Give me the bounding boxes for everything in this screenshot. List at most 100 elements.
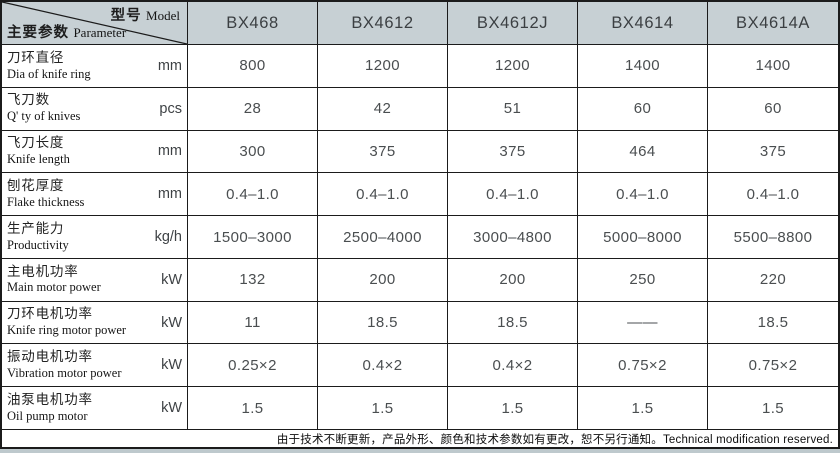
- value-cell: 464: [578, 130, 708, 173]
- value-cell: 0.4–1.0: [578, 173, 708, 216]
- value-cell: 1.5: [448, 387, 578, 430]
- value-cell: 300: [188, 130, 318, 173]
- model-header-bx468: BX468: [188, 2, 318, 44]
- model-header-bx4612j: BX4612J: [448, 2, 578, 44]
- corner-parameter-cn: 主要参数: [7, 25, 69, 41]
- table-row-productivity: 生产能力 Productivity kg/h 1500–3000 2500–40…: [2, 216, 838, 259]
- value-cell: 1.5: [318, 387, 448, 430]
- value-cell: 1400: [578, 45, 708, 87]
- parameter-cell: 油泵电机功率 Oil pump motor kW: [2, 387, 188, 430]
- value-cell: 18.5: [757, 314, 789, 332]
- value-cell: 1.5: [188, 387, 318, 430]
- parameter-label: 刀环电机功率 Knife ring motor power: [7, 306, 127, 338]
- table-header-row: 型号 Model 主要参数 Parameter BX468 BX4612 BX4…: [2, 2, 838, 45]
- value-cell: ——: [578, 301, 708, 344]
- value-cell: 1200: [448, 45, 578, 87]
- value-cell: 0.4×2: [318, 344, 448, 387]
- parameter-cell: 飞刀长度 Knife length mm: [2, 130, 188, 173]
- parameter-label: 飞刀数 Q' ty of knives: [7, 92, 81, 124]
- value-cell: 200: [318, 258, 448, 301]
- diagonal-divider-line: [2, 2, 187, 44]
- model-header-bx4614: BX4614: [578, 2, 708, 44]
- value-cell: 1200: [318, 45, 448, 87]
- parameter-label: 主电机功率 Main motor power: [7, 263, 101, 295]
- value-cell: 1.5: [578, 387, 708, 430]
- corner-header-cell: 型号 Model 主要参数 Parameter: [2, 2, 188, 44]
- value-cell: 11: [188, 301, 318, 344]
- value-cell: 0.4–1.0: [188, 173, 318, 216]
- unit-label: kW: [161, 357, 182, 374]
- value-cell: 1400: [755, 57, 791, 75]
- table-row-oil-pump-motor: 油泵电机功率 Oil pump motor kW 1.5 1.5 1.5 1.5…: [2, 387, 838, 431]
- value-cell: 0.4×2: [448, 344, 578, 387]
- table-row-dia-of-knife-ring: 刀环直径 Dia of knife ring mm 800 1200 1200 …: [2, 45, 838, 88]
- value-cell: 18.5: [318, 301, 448, 344]
- value-cell: 375: [448, 130, 578, 173]
- table-row-knife-ring-motor-power: 刀环电机功率 Knife ring motor power kW 11 18.5…: [2, 301, 838, 345]
- parameter-label: 刀环直径 Dia of knife ring: [7, 49, 91, 81]
- unit-label: mm: [157, 57, 182, 74]
- corner-model-label: 型号 Model: [111, 4, 180, 25]
- model-header-bx4614a: BX4614A: [736, 13, 810, 32]
- table-row-knife-length: 飞刀长度 Knife length mm 300 375 375 464 375: [2, 130, 838, 174]
- model-header-bx4612: BX4612: [318, 2, 448, 44]
- value-cell: 60: [764, 100, 782, 118]
- table-row-main-motor-power: 主电机功率 Main motor power kW 132 200 200 25…: [2, 258, 838, 302]
- value-cell: 42: [318, 87, 448, 130]
- parameter-cell: 主电机功率 Main motor power kW: [2, 258, 188, 301]
- table-row-vibration-motor-power: 振动电机功率 Vibration motor power kW 0.25×2 0…: [2, 344, 838, 388]
- parameter-label: 生产能力 Productivity: [7, 220, 69, 252]
- parameter-label: 油泵电机功率 Oil pump motor: [7, 391, 93, 423]
- value-cell: 28: [188, 87, 318, 130]
- parameter-cell: 飞刀数 Q' ty of knives pcs: [2, 87, 188, 130]
- unit-label: kW: [161, 271, 182, 288]
- unit-label: mm: [157, 143, 182, 160]
- value-cell: 18.5: [448, 301, 578, 344]
- unit-label: mm: [157, 186, 182, 203]
- value-cell: 0.25×2: [188, 344, 318, 387]
- value-cell: 220: [759, 271, 787, 289]
- value-cell: 250: [578, 258, 708, 301]
- value-cell: 200: [448, 258, 578, 301]
- parameter-cell: 刀环直径 Dia of knife ring mm: [2, 45, 188, 87]
- footer-note-row: 由于技术不断更新，产品外形、颜色和技术参数如有更改，恕不另行通知。Technic…: [2, 430, 838, 448]
- unit-label: kW: [161, 314, 182, 331]
- value-cell: 0.4–1.0: [318, 173, 448, 216]
- value-cell: 0.75×2: [578, 344, 708, 387]
- corner-parameter-en: Parameter: [73, 25, 127, 40]
- value-cell: 132: [188, 258, 318, 301]
- value-cell: 51: [448, 87, 578, 130]
- table-row-flake-thickness: 刨花厚度 Flake thickness mm 0.4–1.0 0.4–1.0 …: [2, 173, 838, 217]
- parameter-cell: 振动电机功率 Vibration motor power kW: [2, 344, 188, 387]
- table-row-qty-of-knives: 飞刀数 Q' ty of knives pcs 28 42 51 60 60: [2, 87, 838, 131]
- parameter-label: 振动电机功率 Vibration motor power: [7, 349, 122, 380]
- value-cell: 60: [578, 87, 708, 130]
- unit-label: kg/h: [154, 229, 182, 246]
- value-cell: 0.4–1.0: [746, 185, 800, 203]
- value-cell: 0.75×2: [748, 356, 798, 374]
- value-cell: 800: [188, 45, 318, 87]
- value-cell: 375: [759, 142, 787, 160]
- footer-note: 由于技术不断更新，产品外形、颜色和技术参数如有更改，恕不另行通知。Technic…: [276, 433, 833, 446]
- value-cell: 5500–8800: [733, 228, 813, 246]
- corner-parameter-label: 主要参数 Parameter: [7, 21, 126, 42]
- parameter-cell: 刨花厚度 Flake thickness mm: [2, 173, 188, 216]
- value-cell: 1500–3000: [188, 216, 318, 258]
- value-cell: 375: [318, 130, 448, 173]
- value-cell: 2500–4000: [318, 216, 448, 258]
- parameter-label: 飞刀长度 Knife length: [7, 135, 70, 167]
- parameter-label: 刨花厚度 Flake thickness: [7, 177, 85, 209]
- parameter-cell: 刀环电机功率 Knife ring motor power kW: [2, 301, 188, 344]
- unit-label: kW: [161, 400, 182, 417]
- corner-model-cn: 型号: [110, 8, 142, 24]
- value-cell: 1.5: [761, 399, 785, 417]
- value-cell: 3000–4800: [448, 216, 578, 258]
- unit-label: pcs: [159, 100, 182, 117]
- parameter-cell: 生产能力 Productivity kg/h: [2, 216, 188, 258]
- value-cell: 5000–8000: [578, 216, 708, 258]
- corner-model-en: Model: [146, 8, 180, 23]
- value-cell: 0.4–1.0: [448, 173, 578, 216]
- bottom-strip: [0, 449, 840, 453]
